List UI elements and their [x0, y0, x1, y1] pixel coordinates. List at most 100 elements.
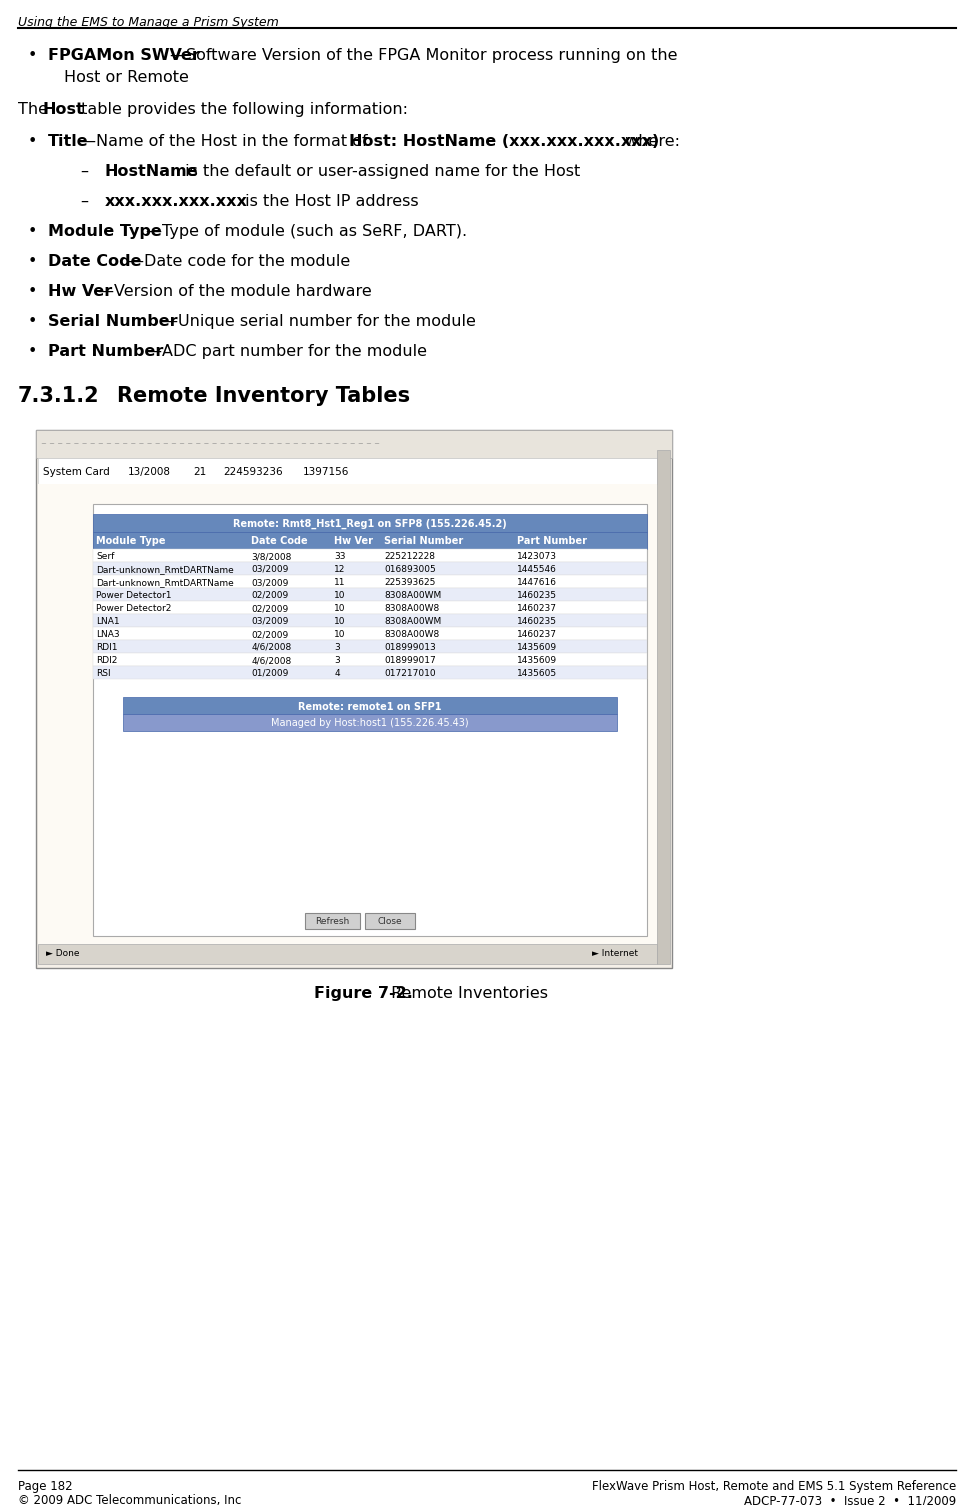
- Bar: [657, 450, 670, 965]
- Text: •: •: [28, 315, 37, 330]
- Text: Remote: Rmt8_Hst1_Reg1 on SFP8 (155.226.45.2): Remote: Rmt8_Hst1_Reg1 on SFP8 (155.226.…: [233, 519, 506, 530]
- Text: 02/2009: 02/2009: [251, 591, 288, 600]
- Text: 1423073: 1423073: [517, 552, 557, 561]
- Text: •: •: [28, 345, 37, 360]
- Text: 01/2009: 01/2009: [251, 670, 288, 677]
- Text: —Type of module (such as SeRF, DART).: —Type of module (such as SeRF, DART).: [146, 224, 468, 239]
- Text: 225393625: 225393625: [384, 578, 435, 587]
- Text: Date Code: Date Code: [48, 254, 141, 269]
- Text: 12: 12: [334, 564, 346, 573]
- Text: ► Internet: ► Internet: [592, 950, 638, 959]
- Text: 224593236: 224593236: [223, 467, 282, 477]
- Bar: [365, 914, 415, 929]
- Text: RSI: RSI: [96, 670, 111, 677]
- Text: —Date code for the module: —Date code for the module: [128, 254, 351, 269]
- Text: 7.3.1.2: 7.3.1.2: [18, 385, 99, 406]
- Text: © 2009 ADC Telecommunications, Inc: © 2009 ADC Telecommunications, Inc: [18, 1494, 242, 1505]
- Text: Hw Ver: Hw Ver: [48, 284, 112, 299]
- Text: 018999017: 018999017: [384, 656, 435, 665]
- Text: 8308A00W8: 8308A00W8: [384, 631, 439, 640]
- Text: 8308A00W8: 8308A00W8: [384, 604, 439, 613]
- Text: 1445546: 1445546: [517, 564, 557, 573]
- Text: Serial Number: Serial Number: [48, 315, 177, 330]
- Text: 03/2009: 03/2009: [251, 578, 288, 587]
- Text: 8308A00WM: 8308A00WM: [384, 591, 441, 600]
- Text: ADCP-77-073  •  Issue 2  •  11/2009: ADCP-77-073 • Issue 2 • 11/2009: [744, 1494, 956, 1505]
- Bar: [38, 944, 657, 965]
- Bar: [93, 515, 647, 531]
- Text: Close: Close: [378, 917, 402, 926]
- Text: 33: 33: [334, 552, 346, 561]
- Text: —ADC part number for the module: —ADC part number for the module: [146, 345, 427, 360]
- Text: Remote Inventories: Remote Inventories: [386, 986, 548, 1001]
- Text: 1460237: 1460237: [517, 604, 557, 613]
- Text: 1435605: 1435605: [517, 670, 557, 677]
- Text: table provides the following information:: table provides the following information…: [76, 102, 408, 117]
- Text: •: •: [28, 224, 37, 239]
- Text: 3: 3: [334, 656, 340, 665]
- Text: 02/2009: 02/2009: [251, 604, 288, 613]
- Text: 1397156: 1397156: [303, 467, 350, 477]
- Bar: [93, 628, 647, 640]
- Text: Page 182: Page 182: [18, 1479, 73, 1493]
- Text: 03/2009: 03/2009: [251, 564, 288, 573]
- Text: 017217010: 017217010: [384, 670, 435, 677]
- Bar: [305, 914, 360, 929]
- Text: ► Done: ► Done: [46, 950, 80, 959]
- Bar: [93, 640, 647, 653]
- Text: Serf: Serf: [96, 552, 114, 561]
- Text: —Name of the Host in the format of: —Name of the Host in the format of: [80, 134, 373, 149]
- Bar: [93, 600, 647, 614]
- Text: Title: Title: [48, 134, 89, 149]
- Text: ~ ~ ~ ~ ~ ~ ~ ~ ~ ~ ~ ~ ~ ~ ~ ~ ~ ~ ~ ~ ~ ~ ~ ~ ~ ~ ~ ~ ~ ~ ~ ~ ~ ~ ~ ~ ~ ~ ~ ~ : ~ ~ ~ ~ ~ ~ ~ ~ ~ ~ ~ ~ ~ ~ ~ ~ ~ ~ ~ ~ …: [41, 441, 380, 447]
- Text: —Version of the module hardware: —Version of the module hardware: [98, 284, 372, 299]
- Text: 225212228: 225212228: [384, 552, 435, 561]
- Bar: [123, 697, 617, 713]
- Bar: [93, 588, 647, 600]
- Text: Power Detector1: Power Detector1: [96, 591, 171, 600]
- Text: •: •: [28, 254, 37, 269]
- Text: 10: 10: [334, 631, 346, 640]
- Bar: [36, 430, 672, 458]
- Text: —Unique serial number for the module: —Unique serial number for the module: [162, 315, 476, 330]
- Text: 3/8/2008: 3/8/2008: [251, 552, 291, 561]
- Text: •: •: [28, 134, 37, 149]
- Text: 10: 10: [334, 604, 346, 613]
- Bar: [93, 653, 647, 667]
- Text: Hw Ver: Hw Ver: [334, 536, 373, 546]
- Text: xxx.xxx.xxx.xxx: xxx.xxx.xxx.xxx: [105, 194, 247, 209]
- Text: Dart-unknown_RmtDARTName: Dart-unknown_RmtDARTName: [96, 578, 234, 587]
- Text: Host or Remote: Host or Remote: [64, 71, 189, 84]
- Bar: [36, 430, 672, 968]
- Text: Date Code: Date Code: [251, 536, 308, 546]
- Text: RDI1: RDI1: [96, 643, 118, 652]
- Text: •: •: [28, 284, 37, 299]
- Text: 13/2008: 13/2008: [128, 467, 171, 477]
- Text: Part Number: Part Number: [517, 536, 587, 546]
- Text: 8308A00WM: 8308A00WM: [384, 617, 441, 626]
- Text: 21: 21: [193, 467, 206, 477]
- Bar: [123, 713, 617, 731]
- Text: 1447616: 1447616: [517, 578, 557, 587]
- Text: 4/6/2008: 4/6/2008: [251, 643, 291, 652]
- Text: 03/2009: 03/2009: [251, 617, 288, 626]
- Text: Power Detector2: Power Detector2: [96, 604, 171, 613]
- Text: •: •: [28, 48, 37, 63]
- Text: 018999013: 018999013: [384, 643, 435, 652]
- Text: –: –: [80, 164, 88, 179]
- Text: is the Host IP address: is the Host IP address: [240, 194, 419, 209]
- Text: Refresh: Refresh: [315, 917, 349, 926]
- Text: 3: 3: [334, 643, 340, 652]
- Text: Module Type: Module Type: [96, 536, 166, 546]
- Bar: [38, 458, 657, 485]
- Bar: [93, 575, 647, 588]
- Text: Part Number: Part Number: [48, 345, 164, 360]
- Text: Using the EMS to Manage a Prism System: Using the EMS to Manage a Prism System: [18, 17, 279, 29]
- Bar: [93, 614, 647, 628]
- Text: FlexWave Prism Host, Remote and EMS 5.1 System Reference: FlexWave Prism Host, Remote and EMS 5.1 …: [592, 1479, 956, 1493]
- Text: System Card: System Card: [43, 467, 110, 477]
- Bar: [93, 667, 647, 679]
- Text: 02/2009: 02/2009: [251, 631, 288, 640]
- Text: 1460235: 1460235: [517, 591, 557, 600]
- Text: 4: 4: [334, 670, 340, 677]
